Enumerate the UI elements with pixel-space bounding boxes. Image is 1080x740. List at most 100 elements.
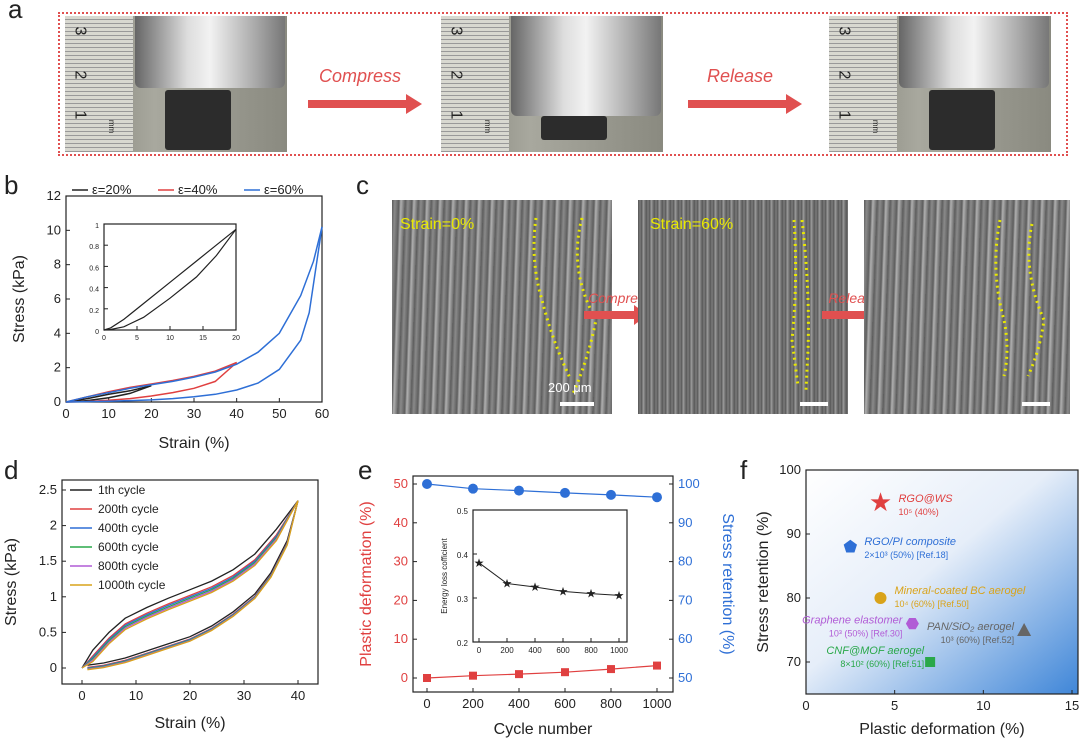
x-tick-label: 60 bbox=[315, 406, 329, 421]
x-tick-label: 0 bbox=[78, 688, 85, 703]
y-tick-label: 0.5 bbox=[39, 624, 57, 639]
plastic-point bbox=[423, 674, 431, 682]
inset-star-point: ★ bbox=[474, 556, 485, 570]
inset-background bbox=[100, 220, 240, 334]
y-tick-label: 6 bbox=[54, 291, 61, 306]
x-tick-label: 10 bbox=[101, 406, 115, 421]
y-tick-label: 70 bbox=[787, 654, 801, 669]
y-tick-label: 0 bbox=[50, 660, 57, 675]
x-tick-label: 15 bbox=[1065, 698, 1079, 713]
chart-d: 0 10 20 30 40 0 0.5 1 1.5 2 2.5 Strain (%) Stress (k… bbox=[3, 479, 319, 732]
ruler-unit: mm bbox=[483, 119, 493, 134]
y-tick-label: 8 bbox=[54, 257, 61, 272]
point-sub-label: 10³ (60%) [Ref.52] bbox=[941, 635, 1015, 645]
y-tick-label: 0.3 bbox=[457, 595, 469, 604]
photo-compressed: 3 2 1 mm bbox=[441, 16, 663, 152]
plot-frame bbox=[472, 509, 628, 643]
retention-point bbox=[422, 479, 432, 489]
plastic-point bbox=[469, 671, 477, 680]
sample-block-compressed bbox=[541, 116, 607, 140]
marker-pentagon bbox=[843, 539, 857, 553]
ruler-unit: mm bbox=[871, 119, 881, 134]
plot-frame bbox=[412, 475, 674, 693]
x-tick-label: 30 bbox=[187, 406, 201, 421]
y-tick-label: 1 bbox=[95, 223, 99, 230]
y-right-tick-label: 50 bbox=[678, 670, 692, 685]
y-right-tick-label: 70 bbox=[678, 592, 692, 607]
x-tick-label: 10 bbox=[976, 698, 990, 713]
x-tick-label: 15 bbox=[199, 335, 207, 342]
ruler-num-3: 3 bbox=[835, 26, 853, 36]
panel-c-letter: c bbox=[356, 170, 369, 200]
point-name-label: Graphene elastomer bbox=[802, 615, 904, 627]
y-axis-label: Stress (kPa) bbox=[11, 255, 28, 343]
x-tick-label: 1000 bbox=[610, 646, 628, 655]
plastic-point bbox=[515, 670, 523, 679]
inset-line bbox=[478, 562, 620, 596]
y-tick-label: 0.2 bbox=[89, 308, 99, 315]
press-plate bbox=[511, 16, 661, 116]
x-tick-label: 20 bbox=[144, 406, 158, 421]
ruler bbox=[65, 16, 133, 152]
x-tick-label: 10 bbox=[166, 335, 174, 342]
inset-star-point: ★ bbox=[502, 576, 513, 590]
legend-label: 1th cycle bbox=[98, 483, 146, 497]
marker-star: ★ bbox=[869, 487, 892, 517]
x-tick-label: 10 bbox=[129, 688, 143, 703]
inset-star-point: ★ bbox=[530, 580, 541, 594]
sem-compress-label: Compress bbox=[588, 290, 652, 306]
y-tick-label: 0.6 bbox=[89, 265, 99, 272]
sem-compress-arrow: Compress bbox=[584, 290, 652, 325]
y-tick-label: 0.4 bbox=[89, 287, 99, 294]
y-axis-label: Stress retention (%) bbox=[755, 511, 772, 652]
y-tick-label: 40 bbox=[394, 515, 408, 530]
sem-image-released bbox=[864, 200, 1070, 414]
series-line-loading bbox=[81, 500, 299, 669]
x-tick-label: 5 bbox=[891, 698, 898, 713]
scale-bar bbox=[560, 402, 594, 406]
retention-line bbox=[426, 483, 658, 498]
series-line-loading bbox=[81, 500, 299, 669]
x-tick-label: 200 bbox=[462, 696, 484, 711]
strain-guide-line bbox=[800, 219, 810, 391]
plot-background bbox=[806, 470, 1078, 694]
compress-label: Compress bbox=[319, 66, 401, 86]
legend-label: 1000th cycle bbox=[98, 578, 166, 592]
ruler-num-2: 2 bbox=[71, 70, 89, 80]
marker-hexagon bbox=[905, 617, 919, 630]
plot-frame bbox=[805, 469, 1079, 695]
inset-unloading-curve bbox=[103, 228, 237, 331]
y-tick-label: 10 bbox=[394, 631, 408, 646]
ruler-num-2: 2 bbox=[447, 70, 465, 80]
marker-circle bbox=[874, 592, 887, 604]
point-name-label: Mineral-coated BC aerogel bbox=[894, 585, 1025, 597]
point-sub-label: 10⁵ (40%) bbox=[898, 507, 938, 517]
ruler bbox=[829, 16, 897, 152]
y-right-tick-label: 90 bbox=[678, 515, 692, 530]
y-tick-label: 30 bbox=[394, 554, 408, 569]
scale-bar bbox=[1022, 402, 1050, 406]
y-right-tick-label: 60 bbox=[678, 631, 692, 646]
marker-triangle bbox=[1017, 623, 1032, 636]
strain-guide-line bbox=[1026, 223, 1046, 377]
x-tick-label: 20 bbox=[232, 335, 240, 342]
y-tick-label: 50 bbox=[394, 476, 408, 491]
y-tick-label: 100 bbox=[779, 462, 801, 477]
ruler-num-1: 1 bbox=[447, 110, 465, 120]
y-tick-label: 4 bbox=[54, 325, 61, 340]
series-line-loading bbox=[81, 500, 299, 669]
panel-a-frame bbox=[58, 12, 1068, 156]
point-sub-label: 10³ (50%) [Ref.30] bbox=[829, 629, 903, 639]
legend-label: ε=20% bbox=[92, 182, 132, 197]
inset-star-point: ★ bbox=[558, 584, 569, 598]
x-tick-label: 0 bbox=[423, 696, 430, 711]
inset-y-label: Energy loss cofficient bbox=[440, 538, 449, 614]
x-tick-label: 600 bbox=[554, 696, 576, 711]
chart-e: 0 200 400 600 800 100001020304050506070809010… bbox=[358, 475, 736, 738]
marker-square bbox=[925, 657, 936, 667]
y-tick-label: 20 bbox=[394, 592, 408, 607]
sample-block bbox=[165, 90, 231, 150]
strain-label: Strain=60% bbox=[650, 216, 734, 233]
point-name-label: CNF@MOF aerogel bbox=[826, 645, 924, 657]
